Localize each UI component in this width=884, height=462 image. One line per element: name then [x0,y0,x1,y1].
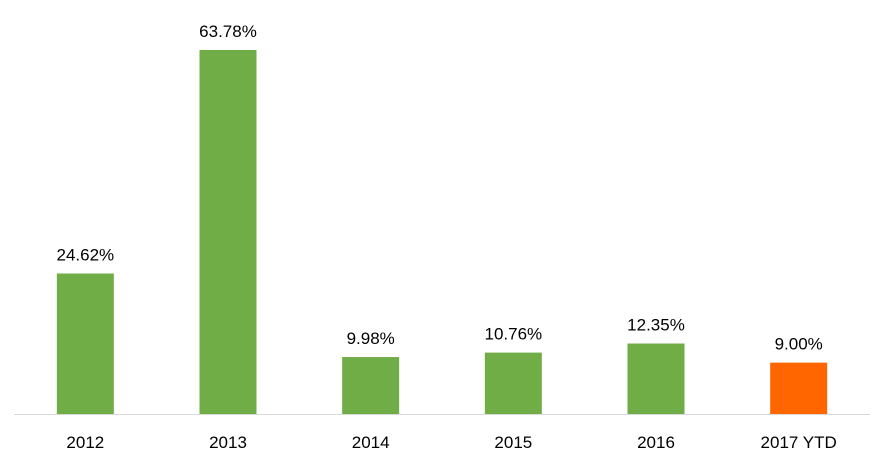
bars-group [56,50,828,414]
x-tick-label-2017-ytd: 2017 YTD [761,433,837,452]
bar-2015 [484,352,542,414]
bar-2016 [627,343,685,414]
data-label-2015: 10.76% [484,325,542,344]
bar-2012 [56,273,114,414]
x-tick-label-2013: 2013 [209,433,247,452]
data-label-2016: 12.35% [627,316,685,335]
x-tick-label-2016: 2016 [637,433,675,452]
value-labels-group: 24.62% 63.78% 9.98% 10.76% 12.35% 9.00% [56,22,822,354]
bar-2013 [199,50,257,414]
data-label-2014: 9.98% [347,329,395,348]
data-label-2017-ytd: 9.00% [775,335,823,354]
data-label-2013: 63.78% [199,22,257,41]
data-label-2012: 24.62% [56,245,114,264]
x-tick-label-2014: 2014 [352,433,390,452]
x-tick-labels-group: 2012 2013 2014 2015 2016 2017 YTD [66,433,836,452]
x-tick-label-2015: 2015 [494,433,532,452]
x-tick-label-2012: 2012 [66,433,104,452]
bar-2017-ytd [770,362,828,414]
bar-2014 [342,357,400,414]
